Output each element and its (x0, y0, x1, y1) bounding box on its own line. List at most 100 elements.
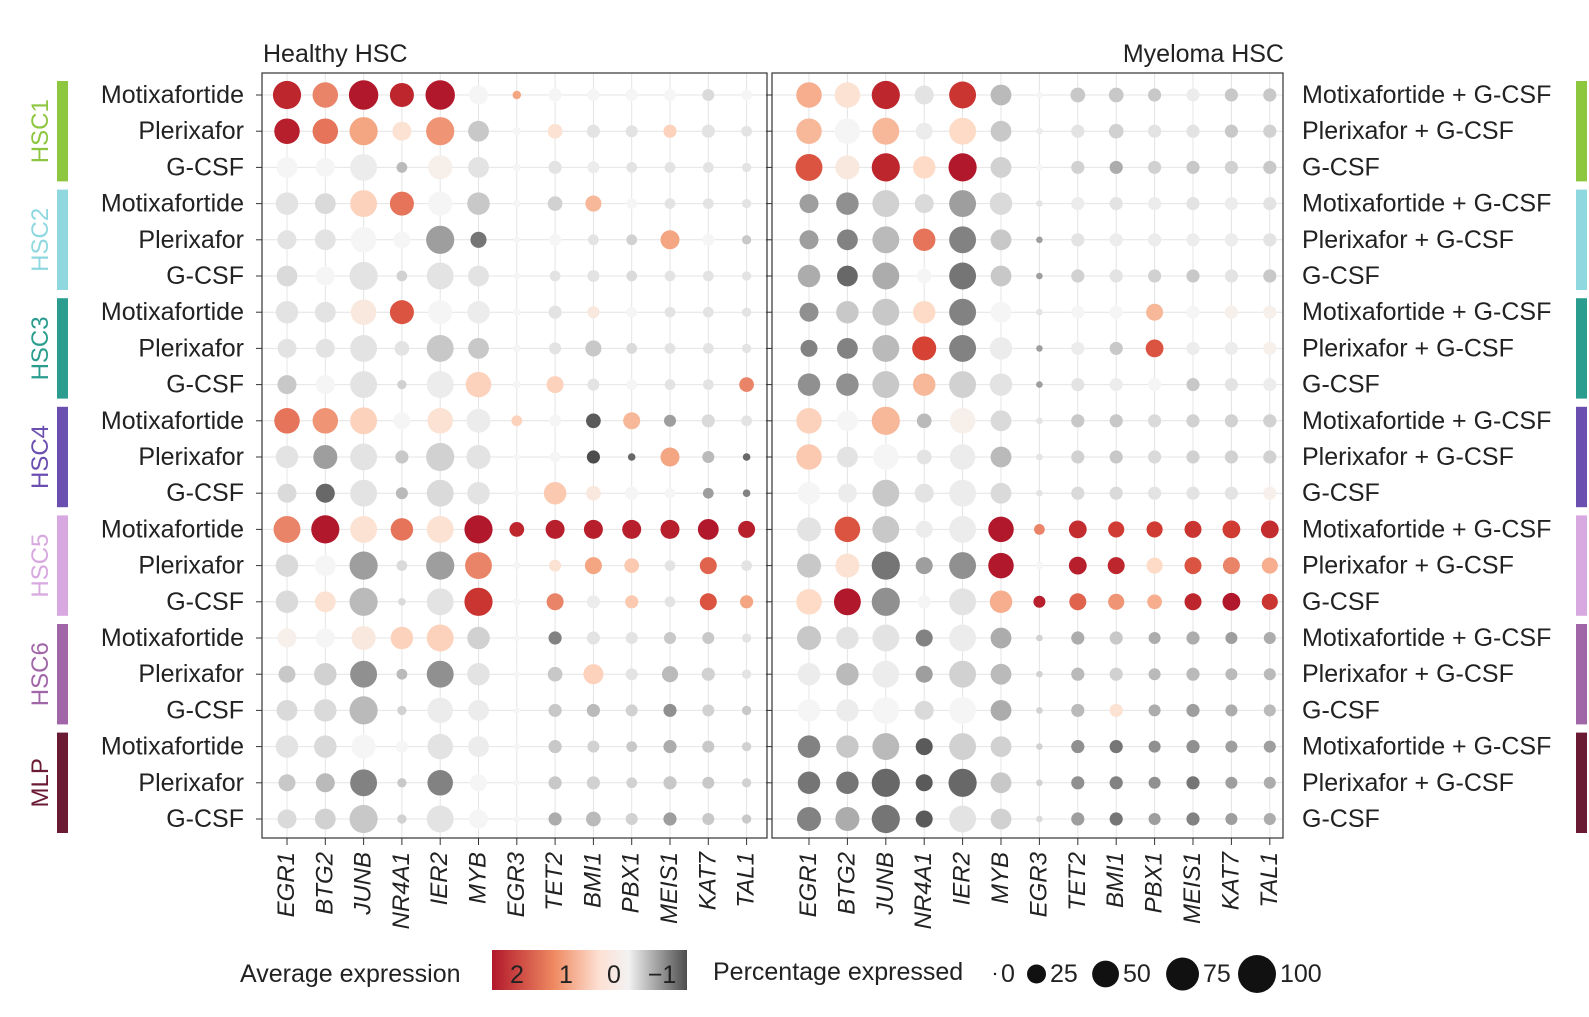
healthy-dot-pbx1 (626, 777, 638, 789)
myeloma-dot-egr3 (1036, 272, 1043, 280)
myeloma-row-label: G-CSF (1302, 153, 1380, 181)
healthy-dot-kat7 (701, 414, 715, 428)
healthy-dot-kat7 (699, 593, 717, 611)
healthy-dot-kat7 (702, 450, 715, 464)
myeloma-dot-pbx1 (1148, 414, 1162, 428)
myeloma-dot-bmi1 (1109, 667, 1123, 681)
healthy-dot-pbx1 (625, 486, 639, 500)
myeloma-dot-kat7 (1224, 197, 1238, 211)
healthy-dot-egr1 (277, 483, 297, 503)
healthy-dot-tal1 (741, 633, 752, 643)
cluster-bar-right-hsc2 (1576, 189, 1587, 290)
myeloma-dot-tal1 (1263, 414, 1277, 428)
myeloma-dot-egr1 (796, 118, 822, 144)
healthy-dot-bmi1 (586, 703, 600, 717)
healthy-dot-kat7 (701, 667, 715, 681)
myeloma-dot-kat7 (1225, 740, 1238, 753)
size-legend: 0 25 50 75 100 (993, 955, 1322, 993)
healthy-dot-bmi1 (586, 485, 601, 501)
myeloma-dot-ier2 (949, 226, 977, 254)
healthy-dot-junb (350, 153, 378, 181)
myeloma-dot-myb (990, 84, 1012, 106)
myeloma-dot-nr4a1 (916, 268, 932, 284)
myeloma-dot-pbx1 (1148, 776, 1161, 789)
healthy-dot-tal1 (741, 198, 752, 209)
healthy-dot-junb (350, 769, 378, 797)
myeloma-dot-pbx1 (1148, 740, 1161, 753)
myeloma-dot-btg2 (836, 410, 858, 432)
myeloma-dot-egr3 (1036, 489, 1043, 497)
healthy-dot-ier2 (427, 408, 453, 434)
myeloma-dot-bmi1 (1108, 593, 1125, 610)
myeloma-dot-tal1 (1263, 740, 1276, 753)
myeloma-dot-tal1 (1261, 593, 1278, 610)
myeloma-dot-egr3 (1035, 561, 1044, 570)
healthy-dot-egr1 (277, 230, 297, 250)
myeloma-dot-bmi1 (1108, 521, 1125, 538)
healthy-dot-tal1 (741, 741, 752, 752)
myeloma-gene-label-pbx1: PBX1 (1141, 852, 1168, 913)
healthy-dot-bmi1 (586, 124, 600, 138)
myeloma-dot-junb (872, 624, 900, 652)
healthy-dot-egr3 (511, 415, 523, 427)
myeloma-dot-bmi1 (1109, 740, 1123, 754)
healthy-dot-meis1 (663, 812, 677, 826)
healthy-dot-nr4a1 (398, 598, 406, 606)
myeloma-dot-junb (871, 406, 900, 435)
healthy-dot-egr1 (277, 809, 297, 829)
healthy-row-label: Motixafortide (101, 515, 244, 543)
healthy-dot-nr4a1 (396, 668, 408, 680)
healthy-dot-egr3 (509, 522, 525, 537)
myeloma-dot-kat7 (1225, 668, 1238, 681)
healthy-dot-bmi1 (586, 776, 600, 790)
cluster-bar-left-hsc1 (57, 81, 68, 182)
myeloma-dot-btg2 (836, 192, 859, 215)
myeloma-dot-tal1 (1263, 704, 1276, 717)
myeloma-dot-nr4a1 (912, 336, 937, 361)
myeloma-dot-junb (872, 696, 900, 724)
myeloma-dot-meis1 (1184, 557, 1202, 575)
myeloma-dot-bmi1 (1109, 378, 1123, 392)
myeloma-dot-egr3 (1033, 595, 1046, 608)
healthy-dot-myb (467, 300, 490, 324)
healthy-dot-ier2 (426, 334, 454, 362)
healthy-dot-myb (466, 444, 491, 470)
healthy-dot-tet2 (547, 196, 563, 211)
healthy-dot-tet2 (548, 305, 562, 319)
myeloma-dot-meis1 (1186, 88, 1200, 102)
healthy-dot-myb (467, 481, 490, 505)
healthy-dot-btg2 (315, 266, 335, 286)
healthy-dot-btg2 (314, 699, 337, 722)
healthy-dot-egr3 (513, 380, 521, 389)
myeloma-dot-meis1 (1186, 233, 1200, 247)
size-legend-tick-75: 75 (1203, 960, 1231, 988)
myeloma-row-label: Plerixafor + G-CSF (1302, 552, 1514, 580)
cluster-bar-left-hsc5 (57, 515, 68, 616)
myeloma-dot-pbx1 (1148, 197, 1162, 211)
healthy-dot-myb (466, 408, 491, 433)
myeloma-dot-nr4a1 (914, 85, 934, 105)
myeloma-dot-egr1 (797, 662, 821, 686)
healthy-dot-egr3 (512, 90, 522, 100)
healthy-dot-egr3 (513, 453, 521, 461)
myeloma-gene-label-myb: MYB (987, 852, 1014, 904)
myeloma-dot-tal1 (1261, 557, 1278, 574)
myeloma-dot-kat7 (1224, 160, 1238, 174)
myeloma-dot-junb (872, 298, 900, 326)
healthy-dot-egr1 (275, 554, 299, 577)
healthy-gene-label-kat7: KAT7 (694, 850, 721, 910)
myeloma-dot-nr4a1 (912, 156, 936, 179)
healthy-dot-tet2 (548, 776, 562, 790)
dot-layer (272, 80, 1279, 834)
healthy-dot-tet2 (548, 703, 562, 717)
healthy-dot-egr3 (513, 308, 521, 317)
myeloma-dot-egr3 (1036, 164, 1043, 171)
healthy-dot-junb (350, 227, 377, 253)
healthy-dot-tet2 (548, 88, 562, 102)
myeloma-dot-myb (990, 301, 1012, 323)
healthy-dot-meis1 (664, 306, 676, 318)
healthy-dot-myb (465, 371, 492, 398)
myeloma-dot-meis1 (1186, 812, 1200, 826)
myeloma-row-label: G-CSF (1302, 588, 1380, 616)
